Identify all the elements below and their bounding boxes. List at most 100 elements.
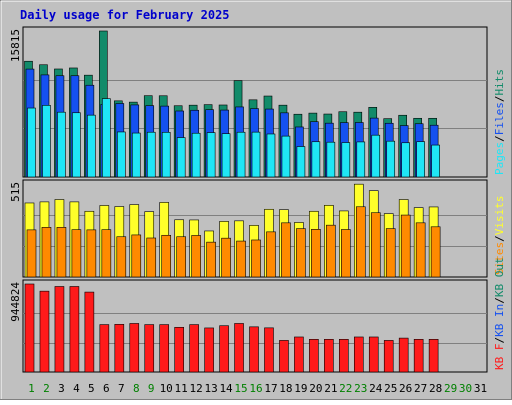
bar-kb-f-day-12 <box>189 324 199 373</box>
x-tick-label-day-21: 21 <box>324 382 337 395</box>
y-axis-max-label: 515 <box>9 182 22 202</box>
legend-separator: / <box>493 297 506 304</box>
x-axis-labels: 1 2 3 4 5 6 7 8 9 10 11 12 13 14 15 16 17 18 19 20 21 22 23 24 2… <box>28 382 487 395</box>
panel-kbf-kbin-kbout: 944824 KB F/KB In/KB Out <box>9 257 506 373</box>
bar-sites-day-12 <box>191 235 201 278</box>
x-tick-label-day-9: 9 <box>148 382 155 395</box>
bar-pages-day-7 <box>117 131 126 178</box>
bar-sites-day-11 <box>176 236 186 278</box>
bar-pages-day-18 <box>281 135 291 178</box>
bar-pages-day-8 <box>131 132 141 178</box>
bar-kb-f-day-27 <box>413 339 424 373</box>
legend-separator: / <box>493 235 506 242</box>
legend-separator: / <box>493 96 506 103</box>
legend-entry-hits: Hits <box>493 69 506 96</box>
bar-pages-day-9 <box>146 131 156 178</box>
bar-pages-day-6 <box>102 98 111 178</box>
y-axis-max-label: 15815 <box>9 29 22 62</box>
bar-pages-day-11 <box>176 137 186 178</box>
bar-kb-f-day-16 <box>249 326 259 373</box>
x-tick-label-day-20: 20 <box>309 382 322 395</box>
x-tick-label-day-6: 6 <box>103 382 110 395</box>
bar-sites-day-19 <box>296 228 306 278</box>
bar-sites-day-5 <box>86 229 97 278</box>
x-tick-label-day-8: 8 <box>133 382 140 395</box>
x-tick-label-day-3: 3 <box>58 382 65 395</box>
x-tick-label-day-23: 23 <box>354 382 367 395</box>
x-tick-label-day-29: 29 <box>444 382 457 395</box>
bar-sites-day-7 <box>116 236 127 278</box>
bar-pages-day-5 <box>87 114 96 178</box>
bar-sites-day-14 <box>221 237 231 278</box>
bar-pages-day-28 <box>431 144 440 178</box>
bar-kb-f-day-5 <box>84 291 95 373</box>
x-tick-label-day-22: 22 <box>339 382 352 395</box>
legend-entry-files: Files <box>493 102 506 135</box>
bar-sites-day-18 <box>281 222 291 278</box>
y-axis-max-label: 944824 <box>9 282 22 322</box>
x-tick-label-day-24: 24 <box>369 382 383 395</box>
legend-entry-kb-f: KB F <box>493 344 506 371</box>
x-tick-label-day-30: 30 <box>459 382 472 395</box>
bar-pages-day-12 <box>191 132 201 178</box>
bar-pages-day-23 <box>356 141 366 178</box>
bar-pages-day-24 <box>371 134 381 178</box>
legend: KB F/KB In/KB Out <box>493 257 506 370</box>
bar-sites-day-26 <box>400 214 411 278</box>
bar-pages-day-14 <box>221 133 231 178</box>
bar-sites-day-13 <box>206 241 216 278</box>
x-tick-label-day-5: 5 <box>88 382 95 395</box>
bar-sites-day-23 <box>355 206 366 278</box>
bar-pages-day-15 <box>236 131 246 178</box>
legend-entry-pages: Pages <box>493 142 506 175</box>
bar-pages-day-26 <box>401 142 410 178</box>
bar-kb-f-day-15 <box>234 323 244 373</box>
bar-sites-day-6 <box>101 229 112 278</box>
bar-pages-day-25 <box>386 140 396 178</box>
x-tick-label-day-4: 4 <box>73 382 80 395</box>
bar-kb-f-day-2 <box>39 290 50 373</box>
bar-kb-f-day-28 <box>428 339 439 373</box>
x-tick-label-day-13: 13 <box>204 382 217 395</box>
bar-pages-day-17 <box>266 133 276 178</box>
bar-sites-day-8 <box>131 234 142 278</box>
x-tick-label-day-18: 18 <box>279 382 292 395</box>
legend: Pages/Files/Hits <box>493 69 506 175</box>
bar-kb-f-day-20 <box>309 339 319 373</box>
x-tick-label-day-31: 31 <box>474 382 487 395</box>
bar-sites-day-22 <box>341 229 351 278</box>
legend-entry-kb-in: KB In <box>493 304 506 337</box>
panel-visits-sites: 515 Sites/Visits <box>9 179 506 278</box>
x-tick-label-day-14: 14 <box>219 382 233 395</box>
bar-pages-day-2 <box>42 105 51 178</box>
bar-pages-day-20 <box>311 141 321 178</box>
bar-sites-day-17 <box>266 231 276 278</box>
bar-pages-day-27 <box>416 141 425 178</box>
bar-sites-day-10 <box>161 234 172 278</box>
bar-pages-day-4 <box>72 112 81 178</box>
bar-pages-day-16 <box>251 131 261 178</box>
bar-sites-day-20 <box>311 229 321 278</box>
x-tick-label-day-28: 28 <box>429 382 442 395</box>
bar-kb-f-day-24 <box>368 336 379 373</box>
bar-kb-f-day-23 <box>353 336 364 373</box>
x-tick-label-day-26: 26 <box>399 382 412 395</box>
bar-sites-day-21 <box>326 224 336 278</box>
bar-kb-f-day-25 <box>383 340 394 373</box>
bar-pages-day-13 <box>206 132 216 178</box>
bar-pages-day-10 <box>161 132 171 178</box>
bar-kb-f-day-17 <box>264 327 274 373</box>
legend-separator: / <box>493 337 506 344</box>
bar-kb-f-day-6 <box>99 324 110 373</box>
x-tick-label-day-15: 15 <box>234 382 247 395</box>
bar-sites-day-4 <box>71 229 82 278</box>
bar-pages-day-3 <box>57 111 66 178</box>
bar-sites-day-15 <box>236 240 246 278</box>
bar-kb-f-day-4 <box>69 286 80 373</box>
x-tick-label-day-7: 7 <box>118 382 125 395</box>
bar-sites-day-27 <box>415 222 426 278</box>
bar-kb-f-day-19 <box>294 336 304 373</box>
bar-kb-f-day-8 <box>129 323 140 373</box>
bar-pages-day-19 <box>296 146 306 178</box>
